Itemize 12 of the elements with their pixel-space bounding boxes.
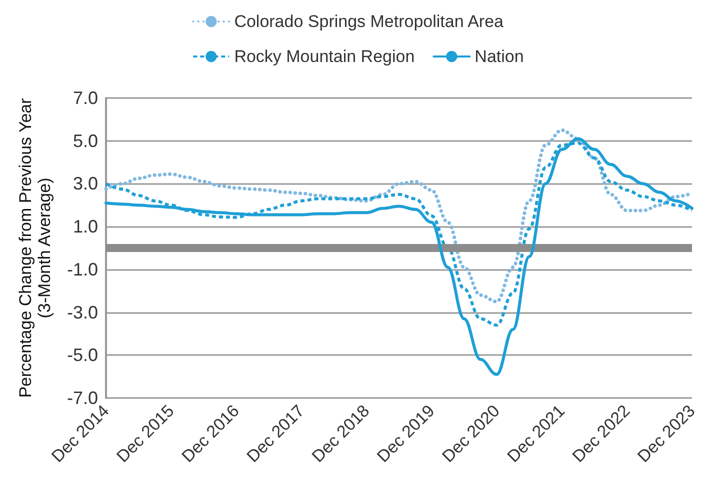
y-tick-label: -5.0 xyxy=(66,345,98,366)
legend-label: Rocky Mountain Region xyxy=(234,47,415,66)
y-tick-label: -1.0 xyxy=(66,259,98,280)
legend-label: Colorado Springs Metropolitan Area xyxy=(234,12,504,31)
y-tick-label: 5.0 xyxy=(72,130,98,151)
legend-label: Nation xyxy=(474,47,524,66)
y-tick-label: 3.0 xyxy=(72,174,98,194)
y-tick-label: -3.0 xyxy=(66,302,98,322)
y-tick-label: 7.0 xyxy=(72,88,98,108)
y-tick-label: 1.0 xyxy=(72,216,98,237)
y-axis-title: Percentage Change from Previous Year (3-Month Average) xyxy=(16,98,54,398)
y-tick-label: -7.0 xyxy=(66,388,98,408)
